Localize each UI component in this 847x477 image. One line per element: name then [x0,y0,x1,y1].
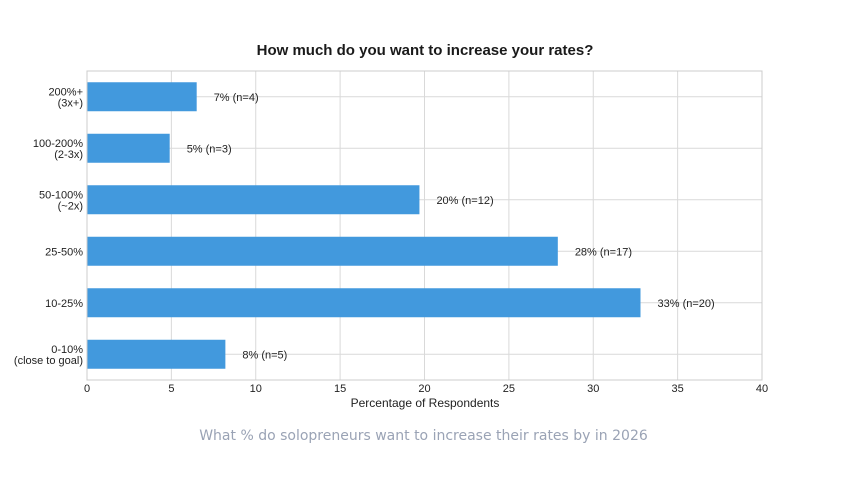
y-tick-label: 50-100% [39,189,83,201]
y-tick-label: 25-50% [45,246,83,258]
bar [87,185,420,215]
chart-caption: What % do solopreneurs want to increase … [199,428,648,444]
y-tick-label: 200%+ [48,86,83,98]
chart-container: How much do you want to increase your ra… [14,42,768,410]
y-tick-label: (2-3x) [54,149,83,161]
x-tick-label: 5 [168,383,174,395]
bar [87,288,641,318]
y-tick-label: 10-25% [45,298,83,310]
grid-lines [86,71,763,380]
bar-data-label: 33% (n=20) [658,298,715,310]
bar [87,236,558,266]
bar-data-label: 28% (n=17) [575,246,632,258]
bar-data-label: 5% (n=3) [187,143,232,155]
bar-data-label: 8% (n=5) [242,349,287,361]
bar [87,133,170,163]
x-tick-label: 20 [418,383,430,395]
bar [87,339,226,369]
bars [87,82,641,369]
bar [87,82,197,112]
data-labels: 7% (n=4) 5% (n=3) 20% (n=12) 28% (n=17) 33% … [187,92,715,362]
x-tick-label: 0 [84,383,90,395]
bar-data-label: 20% (n=12) [436,195,493,207]
y-tick-label: (3x+) [58,97,83,109]
x-tick-label: 10 [250,383,262,395]
x-axis-label: Percentage of Respondents [351,396,500,410]
y-axis-tick-labels: 200%+(3x+) 100-200%(2-3x) 50-100%(~2x) 25-5… [14,86,83,367]
x-tick-label: 35 [672,383,684,395]
y-tick-label: 0-10% [51,344,83,356]
y-tick-label: (close to goal) [14,355,83,367]
x-tick-label: 25 [503,383,515,395]
y-tick-label: 100-200% [33,138,83,150]
chart-title: How much do you want to increase your ra… [257,42,594,59]
x-tick-label: 30 [587,383,599,395]
rate-increase-bar-chart: How much do you want to increase your ra… [14,42,768,410]
x-axis-tick-labels: 0 5 10 15 20 25 30 35 40 [84,383,768,395]
x-tick-label: 15 [334,383,346,395]
x-tick-label: 40 [756,383,768,395]
y-tick-label: (~2x) [58,200,83,212]
plot-frame [86,70,763,381]
bar-data-label: 7% (n=4) [214,92,259,104]
